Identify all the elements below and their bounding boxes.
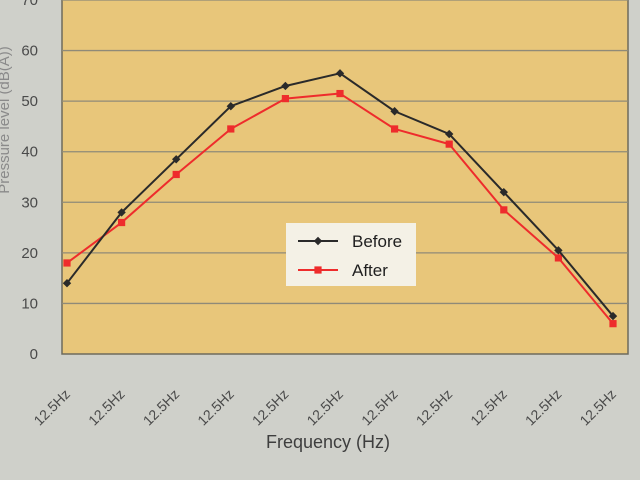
- x-tick-labels: 12.5Hz 12.5Hz 12.5Hz 12.5Hz 12.5Hz 12.5Hz 12.5…: [30, 386, 619, 429]
- y-tick-label: 20: [21, 245, 38, 262]
- data-point-before: [445, 129, 454, 139]
- y-tick-label: 60: [21, 43, 38, 60]
- y-tick-label: 0: [30, 346, 38, 363]
- series-after: [63, 89, 617, 328]
- data-point-after: [281, 95, 289, 103]
- legend-label: After: [352, 261, 388, 280]
- data-point-before: [499, 187, 508, 197]
- data-point-before: [554, 246, 563, 255]
- x-tick-label: 12.5Hz: [413, 386, 456, 429]
- x-tick-label: 12.5Hz: [140, 386, 183, 429]
- legend-marker: [313, 236, 323, 246]
- y-tick-label: 30: [21, 194, 38, 211]
- data-point-before: [117, 208, 126, 217]
- legend-item-before: Before: [298, 232, 402, 251]
- x-axis-label: Frequency (Hz): [266, 432, 390, 452]
- y-axis-label: Pressure level (dB(A)): [0, 46, 13, 194]
- y-tick-labels: 0 10 20 30 40 50 60 70: [21, 0, 38, 363]
- data-point-before: [335, 69, 345, 78]
- data-point-before: [62, 279, 72, 288]
- y-tick-label: 50: [21, 93, 38, 110]
- x-tick-label: 12.5Hz: [249, 386, 292, 429]
- data-point-after: [63, 259, 71, 267]
- data-point-after: [118, 218, 126, 227]
- data-point-after: [445, 140, 453, 148]
- series-layer: [62, 69, 618, 328]
- data-point-after: [227, 125, 235, 133]
- legend-item-after: After: [298, 261, 388, 280]
- data-point-before: [608, 311, 618, 321]
- grid-lines: [62, 0, 628, 305]
- data-point-before: [390, 107, 399, 116]
- x-tick-label: 12.5Hz: [30, 386, 73, 429]
- y-tick-label: 10: [21, 295, 38, 312]
- data-point-after: [500, 206, 508, 214]
- data-point-before: [172, 155, 181, 164]
- data-point-before: [226, 102, 235, 111]
- y-tick-label: 70: [21, 0, 38, 9]
- legend-label: Before: [352, 232, 402, 251]
- data-point-after: [336, 89, 344, 98]
- data-point-after: [391, 125, 399, 133]
- plot-area: [61, 0, 629, 355]
- x-tick-label: 12.5Hz: [194, 386, 237, 429]
- data-point-after: [172, 170, 180, 179]
- y-tick-label: 40: [21, 144, 38, 161]
- data-point-before: [281, 81, 290, 91]
- data-point-after: [609, 320, 617, 328]
- x-tick-label: 12.5Hz: [303, 386, 346, 429]
- x-tick-label: 12.5Hz: [85, 386, 128, 429]
- x-tick-label: 12.5Hz: [522, 386, 565, 429]
- x-tick-label: 12.5Hz: [358, 386, 401, 429]
- x-tick-label: 12.5Hz: [467, 386, 510, 429]
- legend: Before After: [286, 223, 416, 286]
- legend-box: [286, 223, 416, 286]
- data-point-after: [554, 254, 562, 262]
- x-tick-label: 12.5Hz: [576, 386, 619, 429]
- legend-marker: [314, 266, 322, 274]
- series-before: [62, 69, 618, 321]
